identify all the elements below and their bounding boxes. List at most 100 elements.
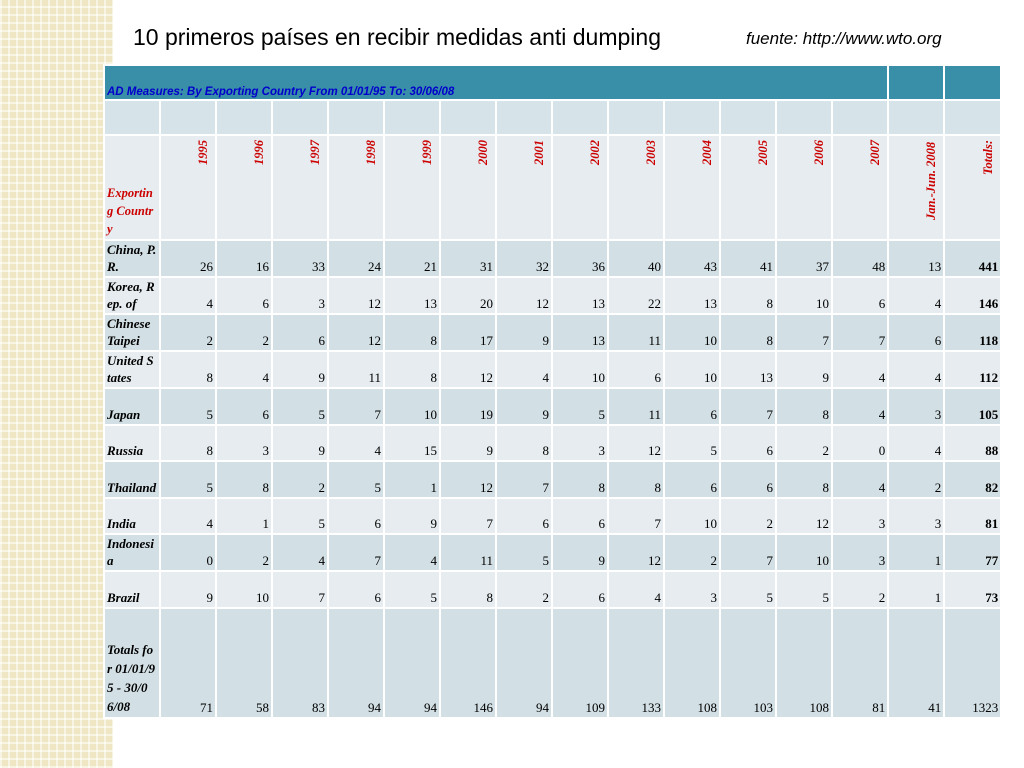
value-cell: 10	[551, 350, 609, 389]
value-cell: 10	[775, 276, 833, 315]
value-cell: 37	[775, 239, 833, 278]
year-label: 2007	[868, 140, 883, 165]
header-exporting-country: Exporting Country	[103, 134, 161, 241]
year-total-cell: 94	[327, 606, 385, 719]
blank-cell	[327, 99, 385, 136]
blank-cell	[551, 99, 609, 136]
year-label: 2006	[812, 140, 826, 165]
blank-cell	[943, 99, 1003, 136]
value-cell: 3	[830, 533, 890, 572]
value-cell: 13	[887, 239, 946, 278]
value-cell: 5	[327, 460, 385, 499]
row-total-cell: 441	[943, 239, 1003, 278]
year-total-cell: 133	[607, 606, 665, 719]
value-cell: 5	[271, 496, 329, 535]
value-cell: 5	[271, 387, 329, 426]
value-cell: 17	[439, 313, 497, 352]
value-cell: 9	[439, 423, 497, 462]
header-year: 2006	[775, 134, 833, 241]
table-row: United States 8 4 9 11 8 12 4 10 6 10 13 9 4 4 112	[103, 350, 1003, 389]
value-cell: 2	[215, 533, 273, 572]
value-cell: 12	[439, 350, 497, 389]
header-year: Jan.-Jun. 2008	[887, 134, 946, 241]
value-cell: 6	[327, 496, 385, 535]
header-row: Exporting Country 1995 1996 1997 1998 1999 200…	[103, 134, 1003, 241]
totals-label: Totals for 01/01/95 - 30/06/08	[103, 606, 161, 719]
blank-cell	[103, 99, 161, 136]
value-cell: 4	[271, 533, 329, 572]
value-cell: 22	[607, 276, 665, 315]
value-cell: 1	[383, 460, 441, 499]
country-cell: Thailand	[103, 460, 161, 499]
row-total-cell: 82	[943, 460, 1003, 499]
header-year-wrap: 1998	[331, 138, 381, 238]
value-cell: 6	[551, 496, 609, 535]
grand-total-cell: 1323	[943, 606, 1003, 719]
value-cell: 3	[830, 496, 890, 535]
table-title-filler	[943, 64, 1003, 101]
value-cell: 2	[215, 313, 273, 352]
value-cell: 9	[383, 496, 441, 535]
value-cell: 33	[271, 239, 329, 278]
value-cell: 43	[663, 239, 721, 278]
header-year: 2004	[663, 134, 721, 241]
row-total-cell: 112	[943, 350, 1003, 389]
header-totals: Totals:	[943, 134, 1003, 241]
value-cell: 2	[775, 423, 833, 462]
value-cell: 6	[271, 313, 329, 352]
value-cell: 12	[439, 460, 497, 499]
year-label: 2000	[476, 140, 490, 165]
source-note: fuente: http://www.wto.org	[746, 29, 942, 48]
value-cell: 4	[159, 496, 217, 535]
country-cell: Japan	[103, 387, 161, 426]
value-cell: 8	[775, 387, 833, 426]
table-title-filler	[887, 64, 946, 101]
country-cell: United States	[103, 350, 161, 389]
value-cell: 41	[719, 239, 777, 278]
header-year: 2002	[551, 134, 609, 241]
value-cell: 4	[830, 460, 890, 499]
header-year: 2001	[495, 134, 553, 241]
value-cell: 6	[607, 350, 665, 389]
header-year: 2007	[830, 134, 890, 241]
value-cell: 10	[663, 350, 721, 389]
value-cell: 9	[551, 533, 609, 572]
value-cell: 7	[271, 570, 329, 609]
table-row: India 4 1 5 6 9 7 6 6 7 10 2 12 3 3 81	[103, 496, 1003, 535]
value-cell: 7	[495, 460, 553, 499]
value-cell: 8	[719, 313, 777, 352]
header-year-wrap: 2002	[555, 138, 605, 238]
value-cell: 3	[271, 276, 329, 315]
row-total-cell: 118	[943, 313, 1003, 352]
value-cell: 26	[159, 239, 217, 278]
value-cell: 36	[551, 239, 609, 278]
value-cell: 5	[159, 387, 217, 426]
value-cell: 12	[607, 533, 665, 572]
header-totals-wrap: Totals:	[947, 138, 998, 238]
blank-cell	[383, 99, 441, 136]
blank-cell	[607, 99, 665, 136]
value-cell: 5	[775, 570, 833, 609]
year-total-cell: 109	[551, 606, 609, 719]
value-cell: 11	[327, 350, 385, 389]
value-cell: 32	[495, 239, 553, 278]
year-total-cell: 58	[215, 606, 273, 719]
value-cell: 5	[663, 423, 721, 462]
value-cell: 4	[887, 423, 946, 462]
year-label: Jan.-Jun. 2008	[924, 141, 939, 220]
value-cell: 12	[495, 276, 553, 315]
header-year-wrap: 2003	[611, 138, 661, 238]
value-cell: 1	[887, 570, 946, 609]
value-cell: 8	[215, 460, 273, 499]
value-cell: 48	[830, 239, 890, 278]
country-cell: China, P.R.	[103, 239, 161, 278]
value-cell: 8	[607, 460, 665, 499]
header-year: 1999	[383, 134, 441, 241]
value-cell: 2	[830, 570, 890, 609]
value-cell: 20	[439, 276, 497, 315]
year-total-cell: 41	[887, 606, 946, 719]
header-year-wrap: 1999	[387, 138, 437, 238]
value-cell: 8	[383, 313, 441, 352]
value-cell: 12	[327, 276, 385, 315]
year-label: 1998	[364, 140, 378, 165]
